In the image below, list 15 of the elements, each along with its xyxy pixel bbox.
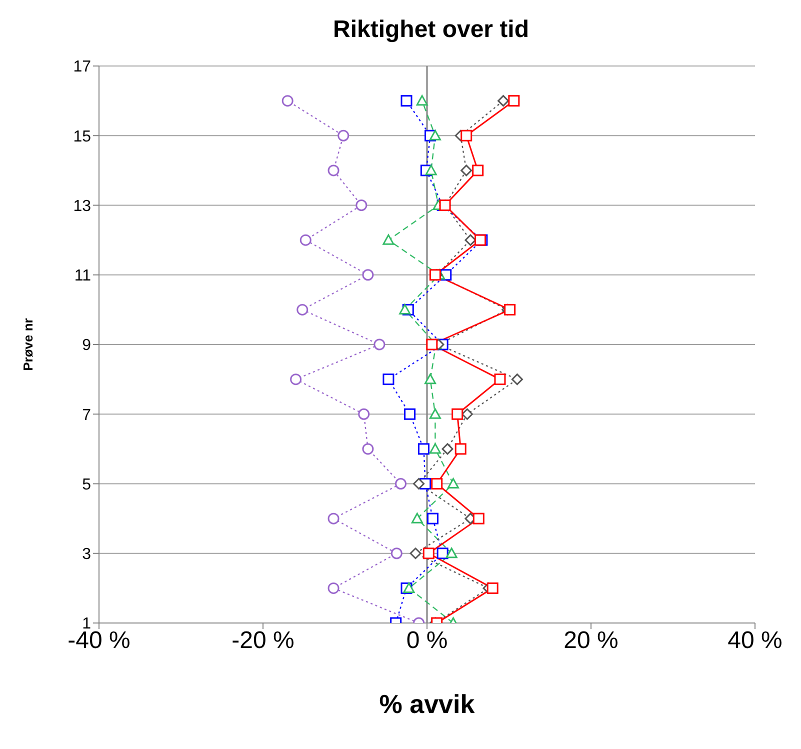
y-tick-label: 13 [73,198,92,215]
x-tick-label: 40 % [728,627,782,654]
y-tick-label: 5 [82,476,92,494]
chart-title: Riktighet over tid [332,16,530,44]
y-tick-label: 11 [74,268,92,285]
y-tick-label: 17 [73,58,92,76]
y-tick-label: 15 [73,128,92,146]
y-tick-label: 9 [82,337,92,354]
x-tick-label: -20 % [232,627,294,654]
x-tick-label: 0 % [406,627,448,654]
y-axis-title: Prøve nr [20,318,36,371]
x-axis-title: % avvik [379,689,476,719]
x-tick-label: 20 % [564,627,618,654]
y-tick-label: 7 [82,406,92,424]
y-tick-label: 3 [82,546,92,564]
